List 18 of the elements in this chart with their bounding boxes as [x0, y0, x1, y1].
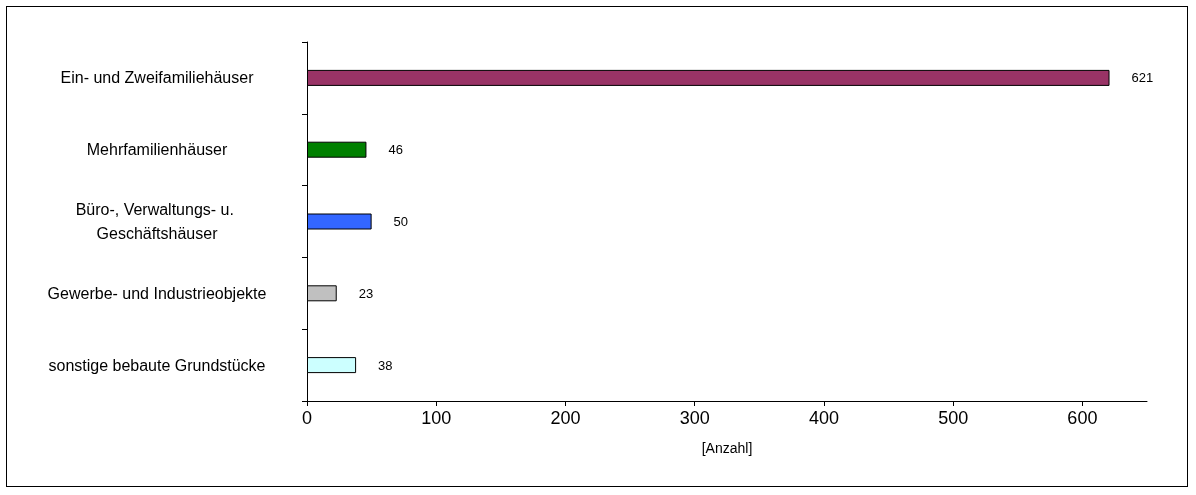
x-axis-title: [Anzahl]: [701, 440, 753, 456]
x-tick-label: 0: [301, 408, 313, 428]
x-tick-label: 400: [808, 408, 839, 428]
data-label: 621: [1131, 70, 1154, 86]
data-label: 38: [378, 357, 393, 373]
data-label: 50: [393, 214, 409, 229]
y-tick-label: Ein- und Zweifamiliehäuser: [60, 69, 255, 87]
x-tick-label: 100: [421, 408, 452, 428]
y-tick-label: Büro-, Verwaltungs- u. Geschäftshäuser: [75, 201, 239, 242]
x-tick-label: 300: [679, 408, 710, 428]
x-tick-label: 500: [938, 408, 969, 428]
x-tick-label: 600: [1067, 408, 1098, 428]
y-tick-label: Mehrfamilienhäuser: [86, 141, 228, 159]
data-label: 46: [388, 142, 403, 158]
y-tick-label: sonstige bebaute Grundstücke: [48, 356, 266, 374]
y-tick-label: Gewerbe- und Industrieobjekte: [47, 284, 267, 302]
x-tick-label: 200: [550, 408, 581, 428]
data-label: 23: [358, 285, 374, 301]
